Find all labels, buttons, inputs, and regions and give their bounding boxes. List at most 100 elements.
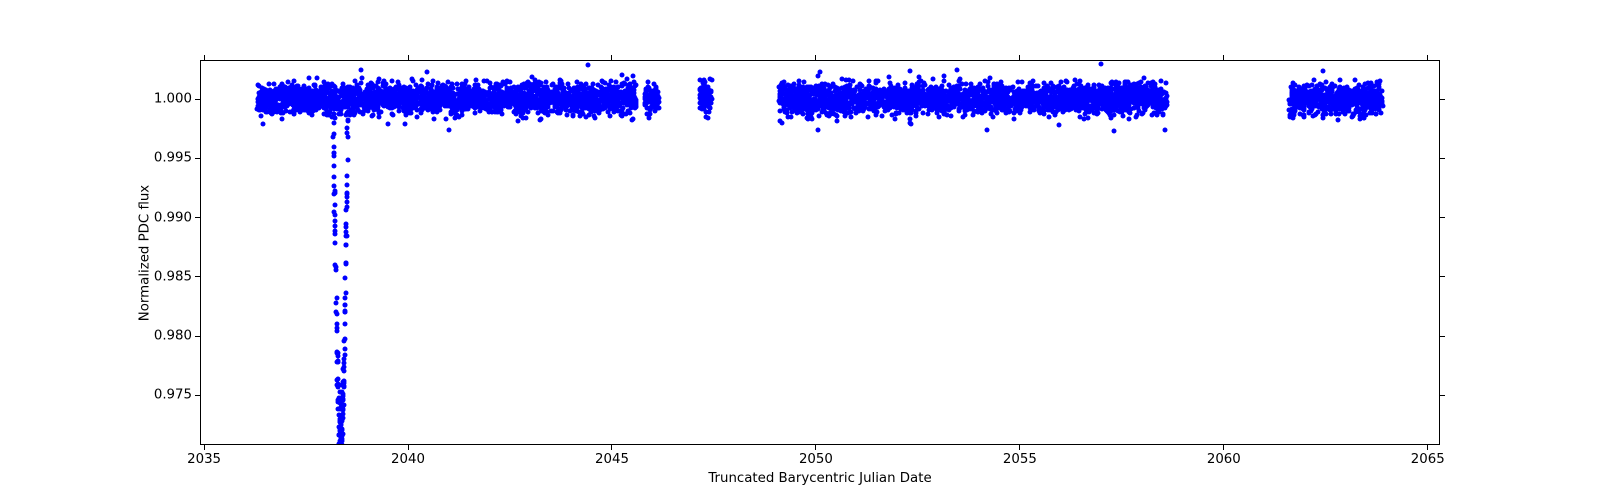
data-point (307, 76, 312, 81)
data-point (642, 95, 647, 100)
data-point (339, 111, 344, 116)
data-point (536, 86, 541, 91)
data-point (603, 81, 608, 86)
data-point (409, 94, 414, 99)
data-point (699, 86, 704, 91)
data-point (544, 103, 549, 108)
data-point (1028, 109, 1033, 114)
data-point (587, 113, 592, 118)
data-point (384, 98, 389, 103)
data-point (318, 98, 323, 103)
data-point (278, 90, 283, 95)
data-point (984, 89, 989, 94)
data-point (370, 102, 375, 107)
data-point (478, 108, 483, 113)
data-point (444, 117, 449, 122)
data-point (630, 103, 635, 108)
data-point (306, 93, 311, 98)
data-point (262, 102, 267, 107)
data-point (706, 93, 711, 98)
data-point (1145, 80, 1150, 85)
data-point (617, 89, 622, 94)
data-point (628, 97, 633, 102)
data-point (372, 93, 377, 98)
data-point (333, 93, 338, 98)
data-point (708, 105, 713, 110)
plot-area (200, 60, 1440, 445)
data-point (566, 81, 571, 86)
data-point (467, 84, 472, 89)
data-point (620, 113, 625, 118)
data-point (454, 113, 459, 118)
data-point (866, 114, 871, 119)
data-point (302, 107, 307, 112)
data-point (376, 115, 381, 120)
data-point (538, 116, 543, 121)
data-point (370, 81, 375, 86)
data-point (497, 106, 502, 111)
data-point (293, 104, 298, 109)
data-point (407, 101, 412, 106)
data-point (1151, 79, 1156, 84)
data-point (296, 107, 301, 112)
data-point (389, 79, 394, 84)
data-point (536, 105, 541, 110)
data-point (473, 111, 478, 116)
data-point (1136, 104, 1141, 109)
data-point (902, 81, 907, 86)
data-point (627, 84, 632, 89)
data-point (369, 113, 374, 118)
data-point (962, 112, 967, 117)
data-point (1163, 81, 1168, 86)
data-point (274, 96, 279, 101)
data-point (512, 108, 517, 113)
data-point (597, 110, 602, 115)
data-point (589, 106, 594, 111)
data-point (988, 75, 993, 80)
data-point (311, 102, 316, 107)
data-point (454, 108, 459, 113)
data-point (600, 106, 605, 111)
data-point (431, 117, 436, 122)
data-point (450, 102, 455, 107)
data-point (568, 103, 573, 108)
data-point (651, 92, 656, 97)
data-point (1001, 87, 1006, 92)
data-point (1137, 80, 1142, 85)
data-point (404, 111, 409, 116)
data-point (848, 115, 853, 120)
data-point (1034, 103, 1039, 108)
data-point (816, 74, 821, 79)
data-point (357, 94, 362, 99)
data-point (402, 121, 407, 126)
data-point (504, 101, 509, 106)
data-point (886, 75, 891, 80)
data-point (1081, 117, 1086, 122)
data-point (340, 104, 345, 109)
data-point (463, 79, 468, 84)
data-point (1096, 110, 1101, 115)
data-point (516, 85, 521, 90)
data-point (415, 89, 420, 94)
data-point (302, 99, 307, 104)
data-point (410, 104, 415, 109)
data-point (423, 95, 428, 100)
data-point (520, 99, 525, 104)
data-point (577, 91, 582, 96)
data-point (386, 122, 391, 127)
data-point (465, 91, 470, 96)
data-point (1134, 113, 1139, 118)
data-point (437, 107, 442, 112)
data-point (456, 99, 461, 104)
data-point (655, 97, 660, 102)
data-point (257, 84, 262, 89)
data-point (393, 95, 398, 100)
data-point (844, 77, 849, 82)
data-point (654, 103, 659, 108)
data-point (482, 78, 487, 83)
data-point (281, 84, 286, 89)
data-point (705, 115, 710, 120)
data-point (410, 76, 415, 81)
data-point (449, 110, 454, 115)
data-point (530, 97, 535, 102)
